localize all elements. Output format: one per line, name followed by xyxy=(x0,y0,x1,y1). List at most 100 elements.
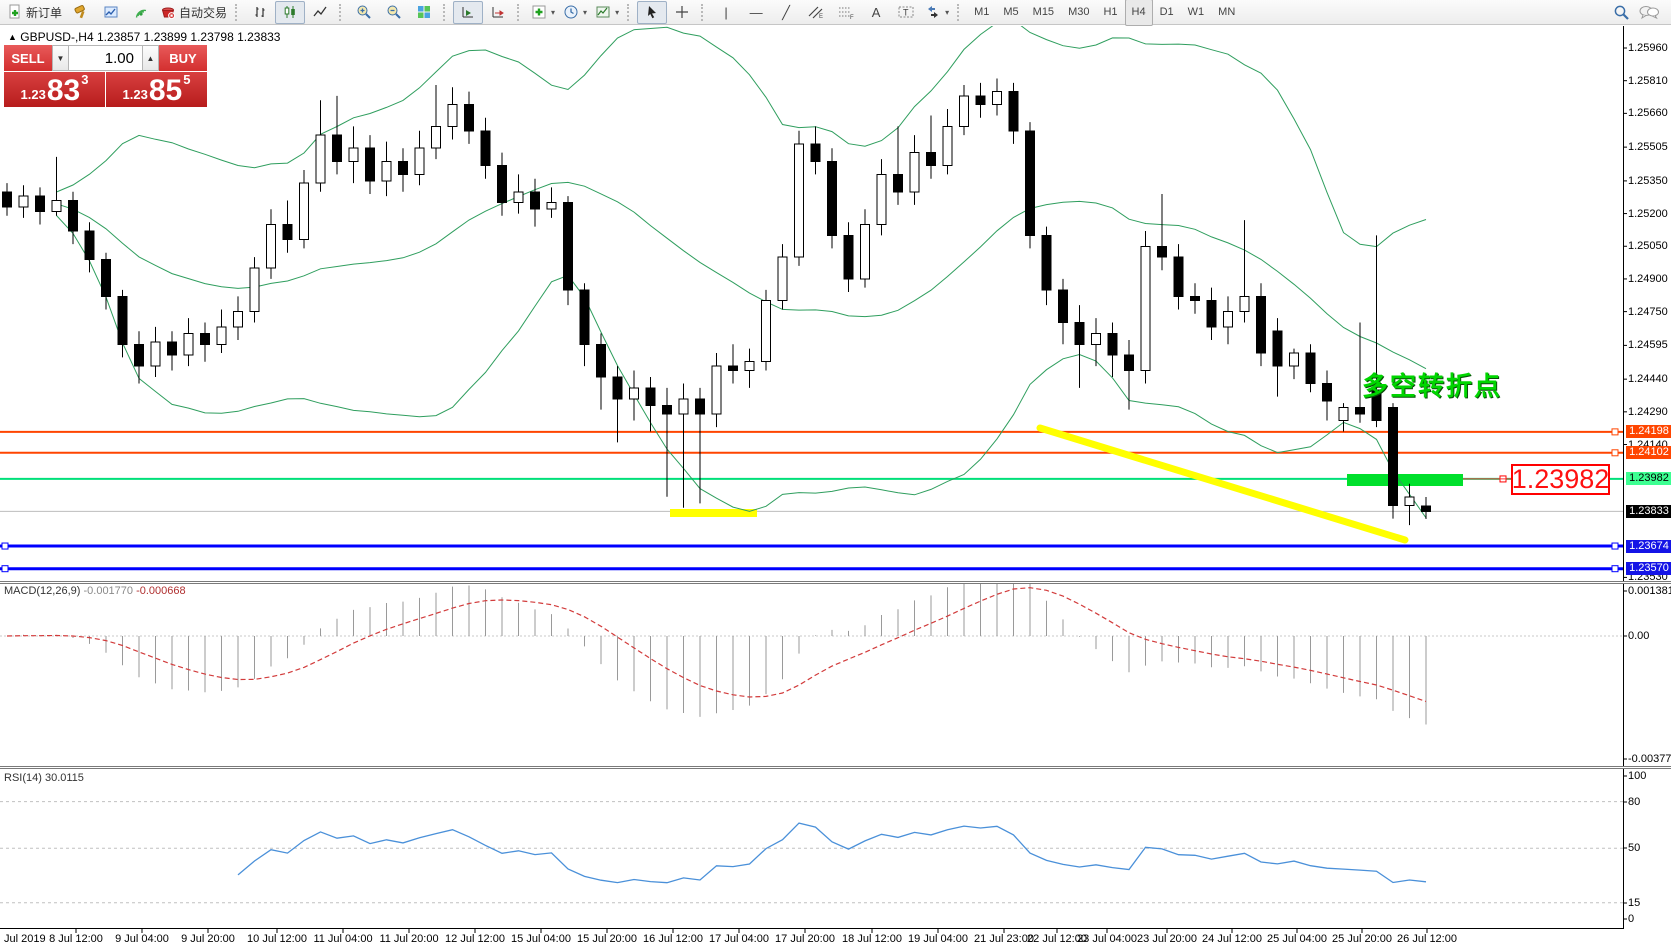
volume-input[interactable]: 1.00 xyxy=(69,45,142,71)
trendline-icon: ╱ xyxy=(782,4,790,20)
time-axis-label: 26 Jul 12:00 xyxy=(1397,933,1457,945)
crosshair-icon xyxy=(676,6,689,18)
periods-caret: ▾ xyxy=(583,7,588,17)
bar-chart-button[interactable] xyxy=(245,1,275,24)
hammer-icon xyxy=(74,5,85,19)
autotrading-button[interactable]: 自动交易 xyxy=(156,1,231,24)
timeframe-d1[interactable]: D1 xyxy=(1159,6,1174,18)
trendline-button[interactable]: ╱ xyxy=(771,1,801,24)
timeframe-m30[interactable]: M30 xyxy=(1068,6,1090,18)
sell-button[interactable]: SELL xyxy=(4,45,52,71)
rsi-pane-separator[interactable] xyxy=(0,766,1671,769)
time-axis-label: 23 Jul 20:00 xyxy=(1137,933,1197,945)
buy-price[interactable]: 1.23 85 5 xyxy=(106,72,207,107)
search-icon[interactable] xyxy=(1613,4,1630,21)
price-axis-label: 1.24900 xyxy=(1628,272,1668,285)
pivot-annotation[interactable]: 多空转折点 xyxy=(1362,371,1503,401)
arrows-button[interactable]: ▾ xyxy=(921,1,953,24)
autotrading-label: 自动交易 xyxy=(179,5,228,20)
window-chart-icon xyxy=(104,6,118,18)
indicator-axis-label: 0.00 xyxy=(1628,630,1650,642)
sell-price[interactable]: 1.23 83 3 xyxy=(4,72,105,107)
periods-button[interactable]: ▾ xyxy=(559,1,591,24)
templates-icon xyxy=(596,6,610,18)
chart-shift-button[interactable] xyxy=(483,1,513,24)
channel-sub-label: E xyxy=(819,14,823,20)
main-toolbar: 新订单 自动交易 ▾ ▾ xyxy=(0,0,1671,26)
line-chart-icon xyxy=(313,6,327,17)
auto-scroll-button[interactable] xyxy=(453,0,484,24)
time-axis-label: 11 Jul 04:00 xyxy=(313,933,373,945)
channel-button[interactable]: E xyxy=(801,1,831,24)
signal-button[interactable] xyxy=(126,1,156,24)
hammer-button[interactable] xyxy=(66,1,96,24)
buy-button[interactable]: BUY xyxy=(159,45,207,71)
timeframe-h1[interactable]: H1 xyxy=(1103,6,1118,18)
line-chart-button[interactable] xyxy=(305,1,335,24)
new-order-button[interactable]: 新订单 xyxy=(3,1,66,24)
timeframe-w1[interactable]: W1 xyxy=(1187,6,1205,18)
time-axis-label: 19 Jul 04:00 xyxy=(908,933,968,945)
zoom-out-button[interactable] xyxy=(379,1,409,24)
timeframe-m15[interactable]: M15 xyxy=(1032,6,1055,18)
macd-main-value: -0.001770 xyxy=(83,585,134,597)
time-axis-label: 16 Jul 12:00 xyxy=(643,933,703,945)
crosshair-button[interactable] xyxy=(667,1,697,24)
timeframe-h4[interactable]: H4 xyxy=(1124,0,1153,26)
time-axis-label: 10 Jul 12:00 xyxy=(247,933,307,945)
toolbar-right xyxy=(1613,4,1668,21)
zoom-in-button[interactable] xyxy=(349,1,379,24)
text-button[interactable]: A xyxy=(861,1,891,24)
timeframe-m5[interactable]: M5 xyxy=(1003,6,1019,18)
macd-signal-value: -0.000668 xyxy=(136,585,186,597)
volume-decrease-button[interactable]: ▼ xyxy=(52,45,69,71)
rsi-value: 30.0115 xyxy=(44,772,84,784)
price-axis-label: 1.25350 xyxy=(1628,174,1668,187)
time-axis-label: 15 Jul 20:00 xyxy=(577,933,637,945)
volume-increase-button[interactable]: ▲ xyxy=(142,45,159,71)
profile-button[interactable] xyxy=(96,1,126,24)
time-axis-label: 15 Jul 04:00 xyxy=(511,933,571,945)
timeframe-mn[interactable]: MN xyxy=(1218,6,1236,18)
time-axis-label: 9 Jul 04:00 xyxy=(115,933,169,945)
sell-price-sup: 3 xyxy=(81,72,89,87)
indicator-axis-label: 50 xyxy=(1628,842,1641,854)
price-axis-label: 1.24440 xyxy=(1628,373,1668,386)
vertical-line-button[interactable]: | xyxy=(711,1,741,24)
indicators-caret: ▾ xyxy=(551,7,556,17)
timeframe-m1[interactable]: M1 xyxy=(974,6,990,18)
price-badge-1.23674: 1.23674 xyxy=(1626,539,1671,553)
rsi-label: RSI(14) 30.0115 xyxy=(4,772,84,784)
chat-icon[interactable] xyxy=(1638,4,1660,21)
time-axis-label: 21 Jul 23:00 xyxy=(974,933,1034,945)
bar-chart-icon xyxy=(255,7,265,17)
price-axis-label: 1.24290 xyxy=(1628,405,1668,418)
price-axis-label: 1.25505 xyxy=(1628,141,1668,154)
toolbar-separator xyxy=(627,3,633,21)
new-order-icon xyxy=(9,4,20,19)
macd-label: MACD(12,26,9) -0.001770 -0.000668 xyxy=(4,585,186,597)
cursor-icon xyxy=(648,6,657,19)
tile-windows-button[interactable] xyxy=(409,1,439,24)
price-callout-box[interactable]: 1.23982 xyxy=(1511,464,1610,495)
toolbar-separator xyxy=(339,3,345,21)
indicators-button[interactable]: ▾ xyxy=(527,1,559,24)
candlestick-button[interactable] xyxy=(275,0,306,24)
macd-pane-separator[interactable] xyxy=(0,581,1671,584)
arrows-caret: ▾ xyxy=(945,7,950,17)
templates-button[interactable]: ▾ xyxy=(591,1,623,24)
channel-icon: E xyxy=(808,6,823,20)
buy-price-small: 1.23 xyxy=(122,87,148,102)
fibo-sub-label: F xyxy=(850,15,854,20)
text-label-button[interactable]: T xyxy=(891,1,921,24)
cursor-button[interactable] xyxy=(637,0,668,24)
time-axis-label: 11 Jul 20:00 xyxy=(379,933,439,945)
toolbar-separator xyxy=(235,3,241,21)
fibonacci-button[interactable]: F xyxy=(831,1,861,24)
horizontal-line-button[interactable]: — xyxy=(741,1,771,24)
symbol-direction-arrow: ▲ xyxy=(8,32,17,42)
indicator-axis-label: 100 xyxy=(1628,770,1647,782)
